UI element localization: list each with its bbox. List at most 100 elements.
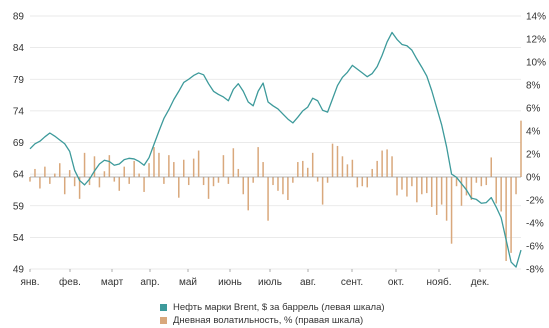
volatility-bar (39, 177, 41, 189)
volatility-bar (128, 177, 130, 184)
volatility-bar (212, 177, 215, 187)
volatility-bar (78, 177, 81, 199)
volatility-bar (450, 177, 453, 244)
volatility-bar (292, 177, 294, 183)
volatility-bar (460, 177, 463, 206)
x-tick-label: окт. (388, 277, 404, 288)
volatility-bar (108, 155, 111, 177)
volatility-bar (222, 155, 225, 177)
volatility-bar (416, 177, 418, 203)
x-tick-label: июнь (218, 277, 242, 288)
volatility-bar (311, 152, 314, 177)
volatility-bar (148, 163, 150, 177)
legend-item-brent: Нефть марки Brent, $ за баррель (левая ш… (160, 301, 385, 314)
right-tick-label: 4% (526, 127, 541, 138)
right-tick-label: 2% (526, 150, 541, 161)
x-tick-label: март (101, 277, 124, 288)
x-tick-label: фев. (59, 276, 81, 288)
x-tick-label: сент. (341, 277, 363, 288)
chart-grid (30, 15, 521, 270)
volatility-bar (187, 177, 190, 186)
right-tick-label: -2% (526, 196, 544, 207)
volatility-bar (475, 177, 478, 183)
chart-legend: Нефть марки Brent, $ за баррель (левая ш… (160, 301, 385, 327)
volatility-bar (495, 177, 497, 204)
volatility-bar (426, 177, 428, 194)
x-tick-label: дек. (471, 277, 490, 288)
volatility-bar (143, 177, 145, 192)
right-tick-label: 10% (526, 58, 546, 69)
volatility-bar (306, 167, 309, 177)
left-tick-label: 59 (13, 201, 25, 212)
volatility-bar (98, 177, 101, 188)
left-tick-label: 54 (13, 233, 25, 244)
left-tick-label: 64 (13, 170, 25, 181)
volatility-bar (381, 150, 383, 177)
right-tick-label: -4% (526, 219, 544, 230)
volatility-bar (356, 177, 359, 188)
volatility-bar (93, 156, 96, 177)
volatility-bar (336, 145, 339, 177)
volatility-bar (232, 148, 235, 177)
legend-swatch-brent (160, 304, 167, 311)
volatility-bar (396, 177, 398, 196)
right-axis-ticks: -8% -6% -4% -2% 0% 2% 4% 6% 8% 10% 12% 14% (526, 12, 546, 276)
volatility-bar (321, 177, 324, 205)
volatility-bar (202, 177, 205, 186)
volatility-bar (386, 149, 388, 177)
volatility-bar (252, 177, 254, 183)
volatility-bar (133, 160, 135, 177)
volatility-bar (391, 156, 393, 177)
volatility-bar (455, 177, 458, 187)
right-tick-label: 0% (526, 173, 541, 184)
volatility-bar (346, 164, 349, 177)
volatility-bar (421, 177, 423, 195)
volatility-bar (153, 147, 155, 177)
volatility-bar (297, 162, 299, 177)
x-tick-label: авг. (300, 277, 316, 288)
volatility-bar (237, 168, 240, 177)
left-axis-ticks: 49 54 59 64 69 74 79 84 89 (13, 12, 25, 276)
volatility-bar (29, 177, 31, 182)
right-tick-label: -6% (526, 242, 544, 253)
volatility-bar (331, 143, 334, 177)
left-tick-label: 84 (13, 43, 25, 54)
left-tick-label: 74 (13, 106, 25, 117)
volatility-bar (277, 177, 279, 191)
x-tick-label: нояб. (426, 276, 451, 288)
legend-label-brent: Нефть марки Brent, $ за баррель (левая ш… (173, 302, 385, 313)
volatility-bar (505, 177, 507, 261)
volatility-bar (73, 177, 76, 187)
volatility-bar (430, 177, 433, 207)
volatility-bar (485, 177, 488, 186)
legend-item-volatility: Дневная волатильность, % (правая шкала) (160, 314, 385, 327)
right-tick-label: 8% (526, 81, 541, 92)
volatility-bar (465, 177, 468, 196)
volatility-bar (406, 177, 408, 197)
volatility-bar (138, 173, 140, 177)
volatility-bar (173, 162, 175, 177)
volatility-bar (54, 173, 56, 177)
volatility-bar (267, 177, 269, 221)
volatility-bar (515, 177, 517, 195)
volatility-bar (272, 177, 274, 186)
volatility-bar (435, 177, 438, 215)
volatility-bar (63, 177, 66, 195)
legend-swatch-volatility (160, 317, 167, 324)
volatility-bar (182, 159, 185, 177)
volatility-bar (168, 155, 170, 177)
brent-price-line (29, 31, 522, 268)
left-tick-label: 89 (13, 12, 25, 23)
volatility-bar (490, 157, 492, 177)
volatility-bar (34, 168, 36, 177)
volatility-bar (192, 158, 195, 177)
volatility-bar (411, 177, 413, 187)
volatility-bar (401, 177, 403, 190)
volatility-bar (242, 177, 245, 195)
volatility-bar (59, 163, 61, 177)
volatility-bar (197, 150, 200, 177)
volatility-bar (158, 152, 160, 177)
x-tick-label: июль (258, 277, 282, 288)
right-tick-label: 6% (526, 104, 541, 115)
legend-label-volatility: Дневная волатильность, % (правая шкала) (173, 315, 364, 326)
